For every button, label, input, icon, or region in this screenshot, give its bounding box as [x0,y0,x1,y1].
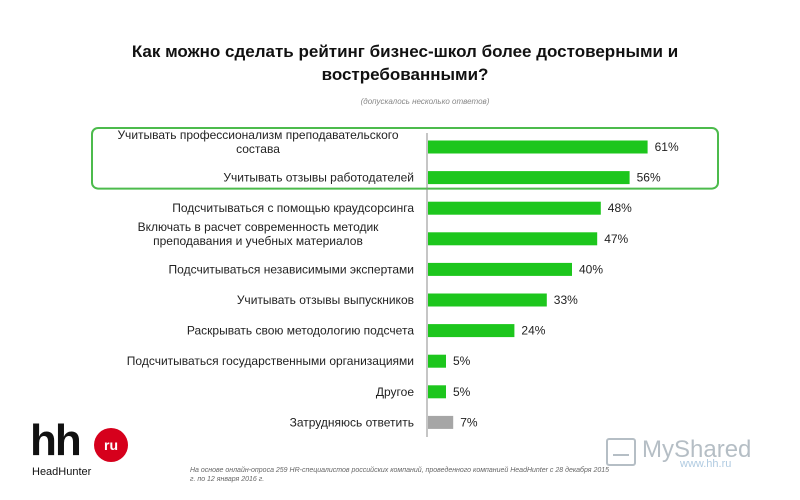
bar [428,385,446,399]
bar [428,232,598,246]
bar-value-label: 24% [521,324,545,338]
bar [428,415,454,429]
bar [428,201,601,215]
category-label: Подсчитываться независимыми экспертами [169,262,414,276]
bar-value-label: 61% [655,140,679,154]
bar [428,171,630,185]
category-label: Затрудняюсь ответить [290,415,414,429]
chart-subtitle: (допускалось несколько ответов) [360,97,490,106]
bar-value-label: 56% [637,171,661,185]
category-label: Включать в расчет современность методик [138,220,380,234]
bar [428,262,572,276]
bar-value-label: 48% [608,201,632,215]
category-label: Учитывать отзывы выпускников [237,293,414,307]
highlight-box [91,127,719,190]
bar-value-label: 7% [460,415,478,429]
category-label: Подсчитываться государственными организа… [127,354,414,368]
watermark-text: MyShared [642,436,752,463]
category-label: Учитывать отзывы работодателей [223,171,414,185]
chart-title: Как можно сделать рейтинг бизнес-школ бо… [131,42,679,84]
category-label: Раскрывать свою методологию подсчета [187,324,414,338]
watermark-url: www.hh.ru [680,458,732,470]
bar-value-label: 47% [604,232,628,246]
bar-value-label: 40% [579,262,603,276]
category-label: Другое [376,385,414,399]
bar-value-label: 33% [554,293,578,307]
category-label: Подсчитываться с помощью краудсорсинга [172,201,414,215]
bar-value-label: 5% [453,385,471,399]
logo-ru-badge: ru [94,428,128,462]
bar-value-label: 5% [453,354,471,368]
category-label: преподавания и учебных материалов [153,234,363,248]
bar [428,324,515,338]
headhunter-logo: hh ru HeadHunter [30,416,140,482]
logo-hh-mark: hh [30,416,82,465]
watermark: MyShared www.hh.ru [606,436,786,478]
presentation-icon [606,438,636,466]
logo-name: HeadHunter [32,466,92,478]
bar [428,354,446,368]
bar [428,293,547,307]
survey-footnote: На основе онлайн-опроса 259 HR-специалис… [190,467,610,483]
bar [428,140,648,154]
category-label: Учитывать профессионализм преподавательс… [117,128,398,142]
category-label: состава [236,142,280,156]
